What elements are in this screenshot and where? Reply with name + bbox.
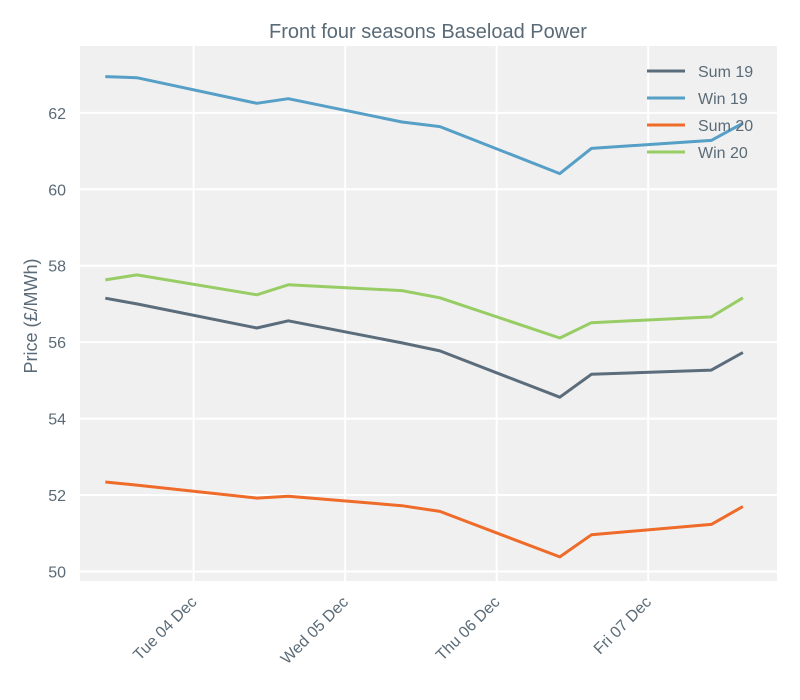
series-lines <box>105 75 744 559</box>
series-line-win-20 <box>105 273 744 340</box>
y-tick-label: 56 <box>48 335 66 352</box>
x-tick-label: Wed 05 Dec <box>278 594 352 668</box>
legend: Sum 19 Win 19 Sum 20 Win 20 <box>647 64 753 162</box>
x-tick-label: Thu 06 Dec <box>433 594 504 665</box>
series-line-sum-19 <box>105 296 744 399</box>
legend-label: Sum 19 <box>698 64 753 81</box>
x-axis-ticks: Tue 04 Dec Wed 05 Dec Thu 06 Dec Fri 07 Dec <box>130 594 655 668</box>
y-tick-label: 60 <box>48 182 66 199</box>
series-line-sum-20 <box>105 480 744 559</box>
chart-title: Front four seasons Baseload Power <box>269 21 587 43</box>
legend-label: Win 19 <box>698 91 748 108</box>
y-axis-label: Price (£/MWh) <box>21 258 41 373</box>
y-tick-label: 54 <box>48 412 66 429</box>
y-tick-label: 52 <box>48 488 66 505</box>
legend-label: Win 20 <box>698 145 748 162</box>
legend-label: Sum 20 <box>698 118 753 135</box>
x-tick-label: Tue 04 Dec <box>130 594 200 664</box>
series-line-win-19 <box>105 75 744 176</box>
grid-lines <box>80 46 777 581</box>
y-axis-ticks: 50 52 54 56 58 60 62 <box>48 106 66 582</box>
y-tick-label: 50 <box>48 564 66 581</box>
y-tick-label: 58 <box>48 259 66 276</box>
y-tick-label: 62 <box>48 106 66 123</box>
x-tick-label: Fri 07 Dec <box>591 594 655 658</box>
